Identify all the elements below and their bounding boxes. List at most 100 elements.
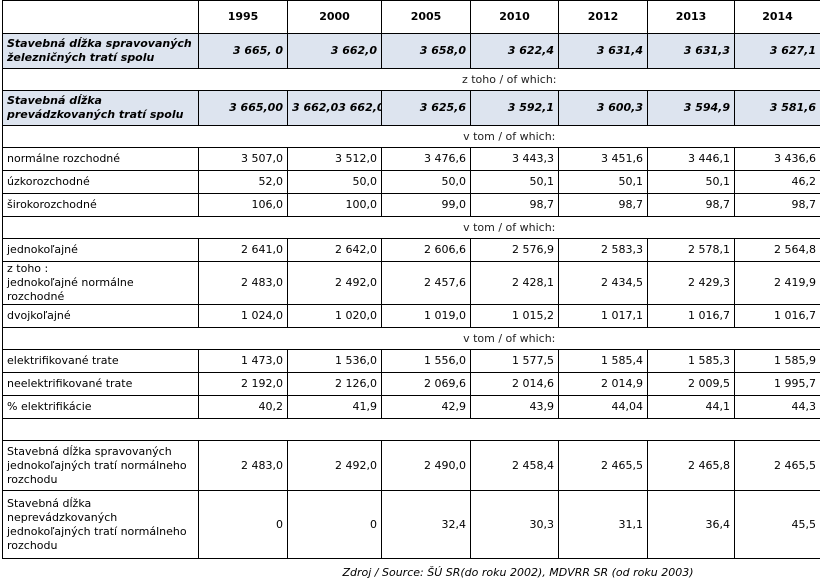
subheading-label: v tom / of which: [198,125,820,148]
value-cell: 44,3 [734,395,820,419]
value-cell: 43,9 [470,395,559,419]
value-cell: 98,7 [558,193,648,217]
value-cell: 1 020,0 [287,304,382,328]
row-label: dvojkoľajné [2,304,199,328]
value-cell: 44,1 [647,395,735,419]
row-label: úzkorozchodné [2,170,199,194]
spacer-row [2,418,820,441]
table-row: % elektrifikácie 40,2 41,9 42,9 43,9 44,04 44,… [2,395,820,419]
row-label: neelektrifikované trate [2,372,199,396]
value-cell: 2 483,0 [198,440,288,491]
value-cell: 3 446,1 [647,147,735,171]
value-cell: 3 592,1 [470,90,559,126]
row-label: Stavebná dĺžka spravovaných železničných… [2,33,199,69]
value-cell: 2 483,0 [198,261,288,305]
value-cell: 2 069,6 [381,372,471,396]
value-cell: 3 600,3 [558,90,648,126]
year-header: 2013 [647,0,735,34]
value-cell: 2 465,5 [734,440,820,491]
value-cell: 3 451,6 [558,147,648,171]
value-cell: 3 631,3 [647,33,735,69]
value-cell: 100,0 [287,193,382,217]
value-cell: 1 016,7 [734,304,820,328]
value-cell: 98,7 [647,193,735,217]
row-label: Stavebná dĺžka spravovaných jednokoľajný… [2,440,199,491]
value-cell: 50,0 [287,170,382,194]
value-cell: 0 [287,490,382,559]
value-cell: 3 594,9 [647,90,735,126]
value-cell: 3 665, 0 [198,33,288,69]
value-cell: 1 585,3 [647,349,735,373]
value-cell: 44,04 [558,395,648,419]
value-cell: 46,2 [734,170,820,194]
source-note: Zdroj / Source: ŠÚ SR(do roku 2002), MDV… [342,566,694,579]
value-cell: 50,1 [558,170,648,194]
table-row: dvojkoľajné 1 024,0 1 020,0 1 019,0 1 015,2 1… [2,304,820,328]
row-label: % elektrifikácie [2,395,199,419]
subheading-row: v tom / of which: [2,125,820,148]
value-cell: 3 507,0 [198,147,288,171]
value-cell: 2 465,5 [558,440,648,491]
value-cell: 36,4 [647,490,735,559]
subheading-spacer [2,327,199,350]
row-label: širokorozchodné [2,193,199,217]
year-header: 2014 [734,0,820,34]
value-cell: 98,7 [470,193,559,217]
table-row: elektrifikované trate 1 473,0 1 536,0 1 556… [2,349,820,373]
value-cell: 2 192,0 [198,372,288,396]
value-cell: 2 458,4 [470,440,559,491]
value-cell: 2 465,8 [647,440,735,491]
value-cell: 3 625,6 [381,90,471,126]
year-header: 2010 [470,0,559,34]
value-cell: 1 585,9 [734,349,820,373]
spacer-cell [198,418,820,441]
value-cell: 98,7 [734,193,820,217]
subheading-label: v tom / of which: [198,216,820,239]
row-label: Stavebná dĺžka neprevádzkovaných jednoko… [2,490,199,559]
value-cell: 3 443,3 [470,147,559,171]
value-cell: 2 419,9 [734,261,820,305]
value-cell: 2 578,1 [647,238,735,262]
value-cell: 2 492,0 [287,440,382,491]
value-cell: 50,1 [647,170,735,194]
value-cell: 1 585,4 [558,349,648,373]
value-cell: 3 512,0 [287,147,382,171]
value-cell: 1 473,0 [198,349,288,373]
value-cell: 3 581,6 [734,90,820,126]
value-cell: 30,3 [470,490,559,559]
value-cell: 1 016,7 [647,304,735,328]
value-cell: 1 024,0 [198,304,288,328]
corner-cell [2,0,199,34]
value-cell: 3 622,4 [470,33,559,69]
value-cell: 2 606,6 [381,238,471,262]
value-cell: 2 428,1 [470,261,559,305]
year-header: 1995 [198,0,288,34]
value-cell: 2 014,9 [558,372,648,396]
value-cell: 3 658,0 [381,33,471,69]
value-cell: 99,0 [381,193,471,217]
rail-length-table: 1995 2000 2005 2010 2012 2013 2014 Stavebná dĺž… [2,0,820,559]
value-cell: 1 017,1 [558,304,648,328]
value-cell: 3 662,03 662,0 [287,90,382,126]
year-header: 2000 [287,0,382,34]
table-row: jednokoľajné 2 641,0 2 642,0 2 606,6 2 576,9… [2,238,820,262]
value-cell: 41,9 [287,395,382,419]
value-cell: 1 019,0 [381,304,471,328]
value-cell: 3 627,1 [734,33,820,69]
value-cell: 2 009,5 [647,372,735,396]
value-cell: 2 576,9 [470,238,559,262]
subheading-row: z toho / of which: [2,68,820,91]
value-cell: 2 492,0 [287,261,382,305]
value-cell: 31,1 [558,490,648,559]
subheading-row: v tom / of which: [2,216,820,239]
value-cell: 1 995,7 [734,372,820,396]
value-cell: 1 577,5 [470,349,559,373]
table-row: širokorozchodné 106,0 100,0 99,0 98,7 98,7 98,… [2,193,820,217]
value-cell: 50,1 [470,170,559,194]
value-cell: 106,0 [198,193,288,217]
year-header: 2012 [558,0,648,34]
year-header: 2005 [381,0,471,34]
table-row: neelektrifikované trate 2 192,0 2 126,0 2 0… [2,372,820,396]
value-cell: 1 556,0 [381,349,471,373]
subheading-label: z toho / of which: [198,68,820,91]
